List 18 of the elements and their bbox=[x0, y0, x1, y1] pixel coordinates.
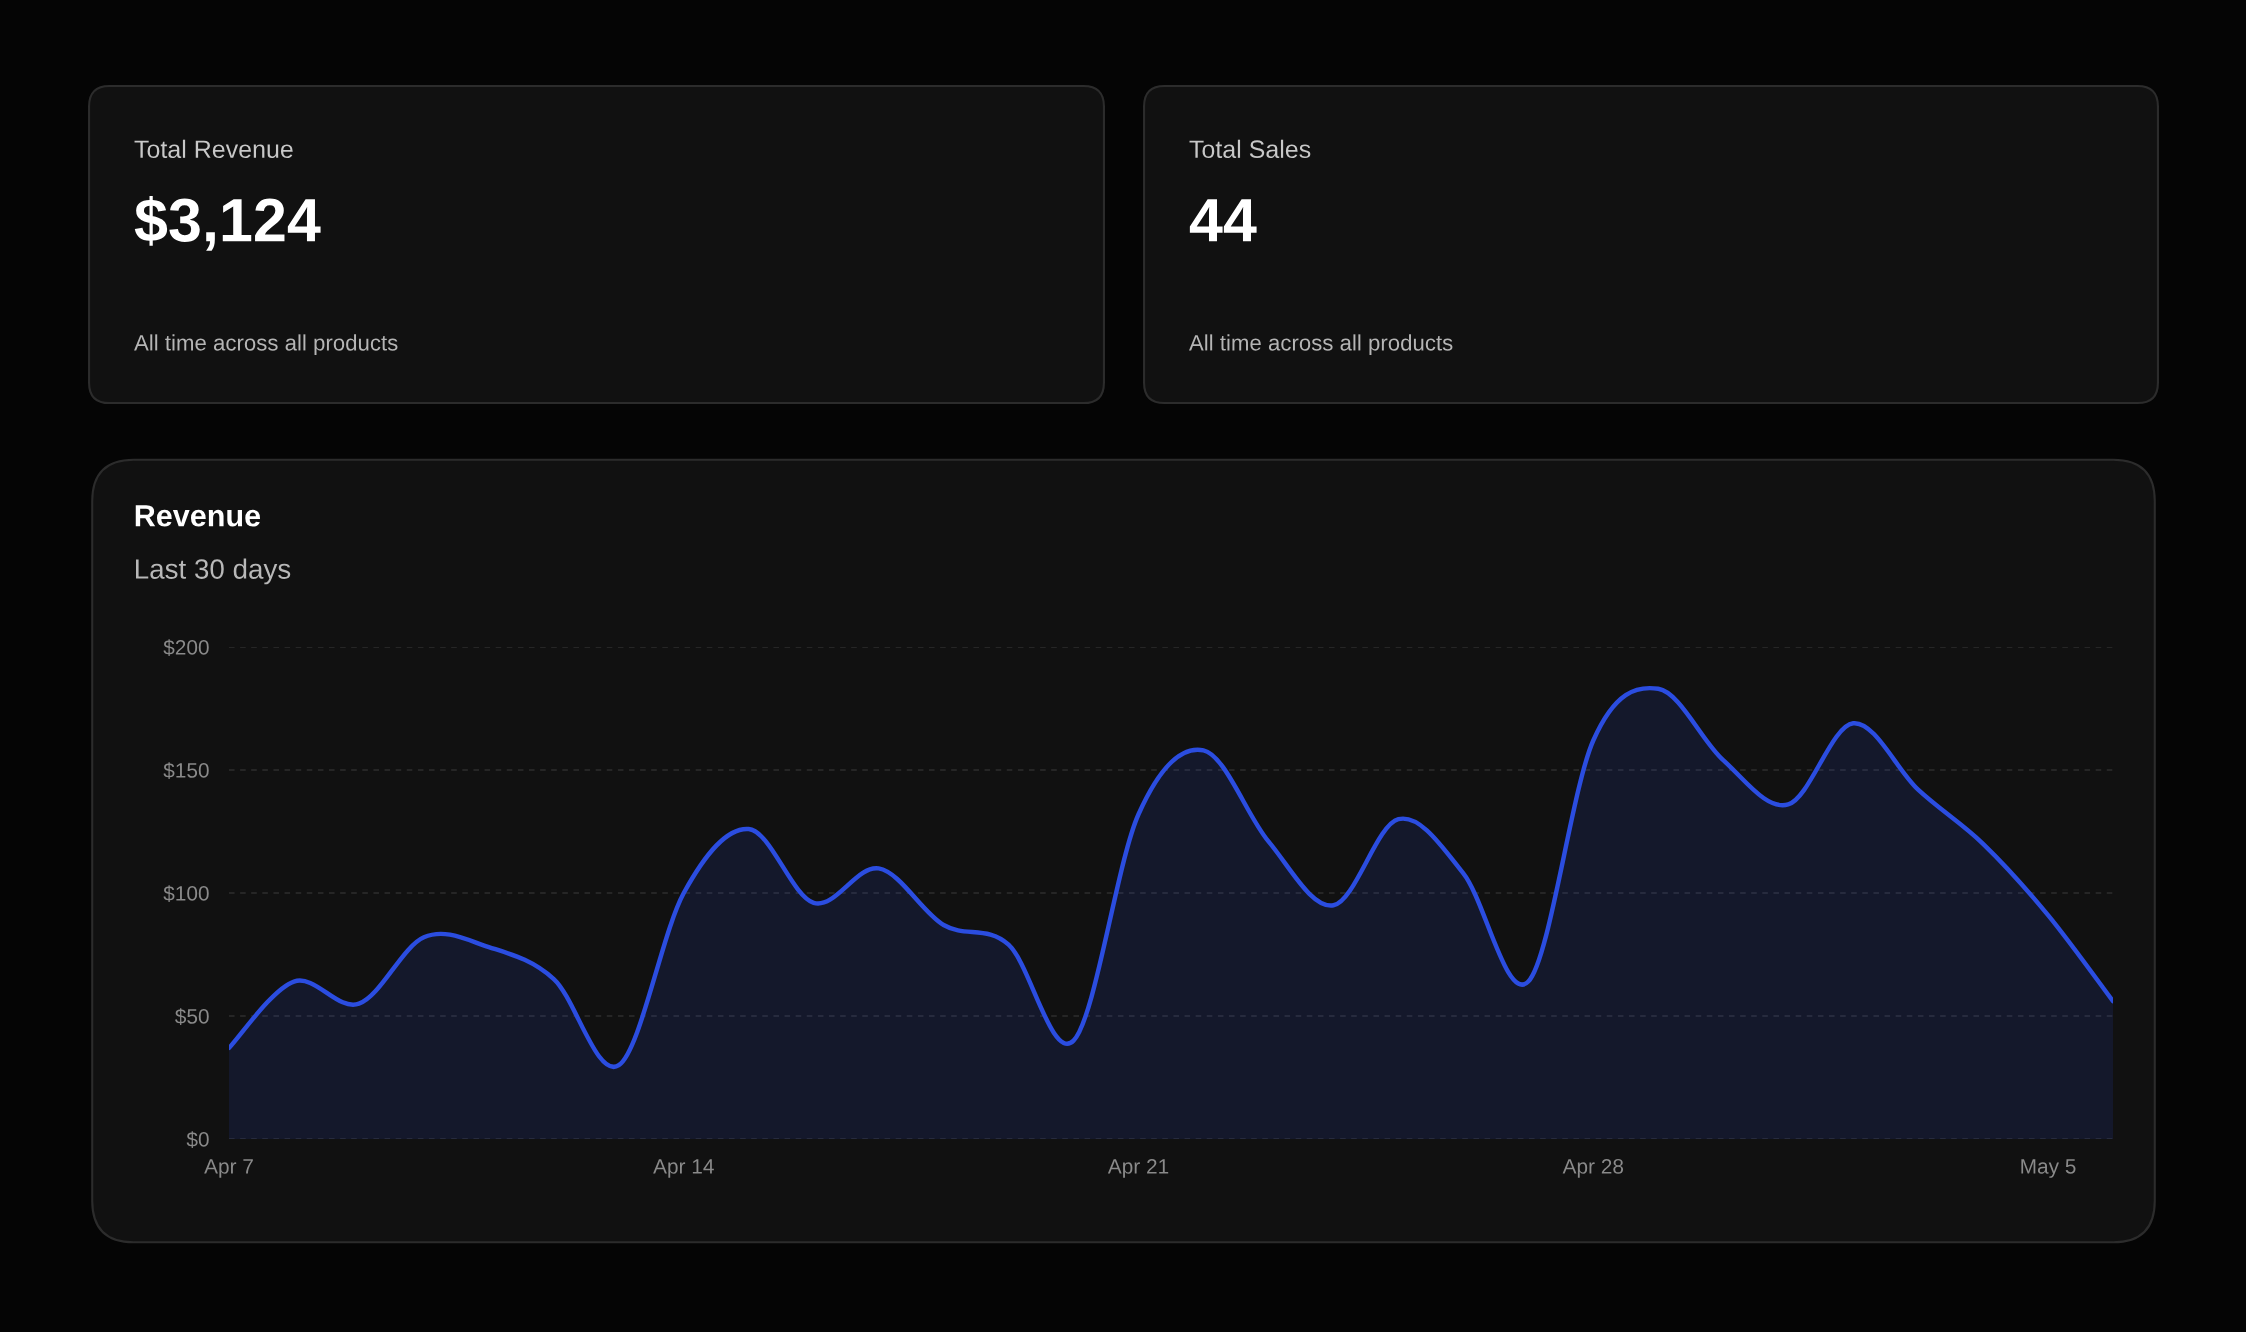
text: All time across all products bbox=[1188, 334, 1453, 356]
y-tick-label: $150 bbox=[163, 762, 209, 779]
x-tick-label: May 5 bbox=[2021, 1159, 2076, 1178]
x-tick-label: Apr 14 bbox=[653, 1159, 714, 1178]
text: All time across all products bbox=[134, 334, 398, 356]
text: 44 bbox=[1189, 199, 1257, 242]
chart-subtitle: Last 30 days bbox=[136, 558, 291, 585]
y-tick-label: $100 bbox=[163, 885, 209, 902]
text: Total Revenue bbox=[134, 139, 293, 159]
y-tick-label: $200 bbox=[163, 639, 209, 656]
x-tick-label: Apr 7 bbox=[204, 1159, 253, 1178]
text: $3,124 bbox=[134, 195, 321, 251]
x-tick-label: Apr 21 bbox=[1107, 1158, 1169, 1178]
x-tick-label: Apr 28 bbox=[1562, 1158, 1624, 1178]
text: Total Sales bbox=[1189, 139, 1311, 159]
chart-title: Revenue bbox=[135, 505, 261, 527]
y-tick-label: $0 bbox=[186, 1131, 209, 1148]
y-tick-label: $50 bbox=[175, 1008, 209, 1025]
